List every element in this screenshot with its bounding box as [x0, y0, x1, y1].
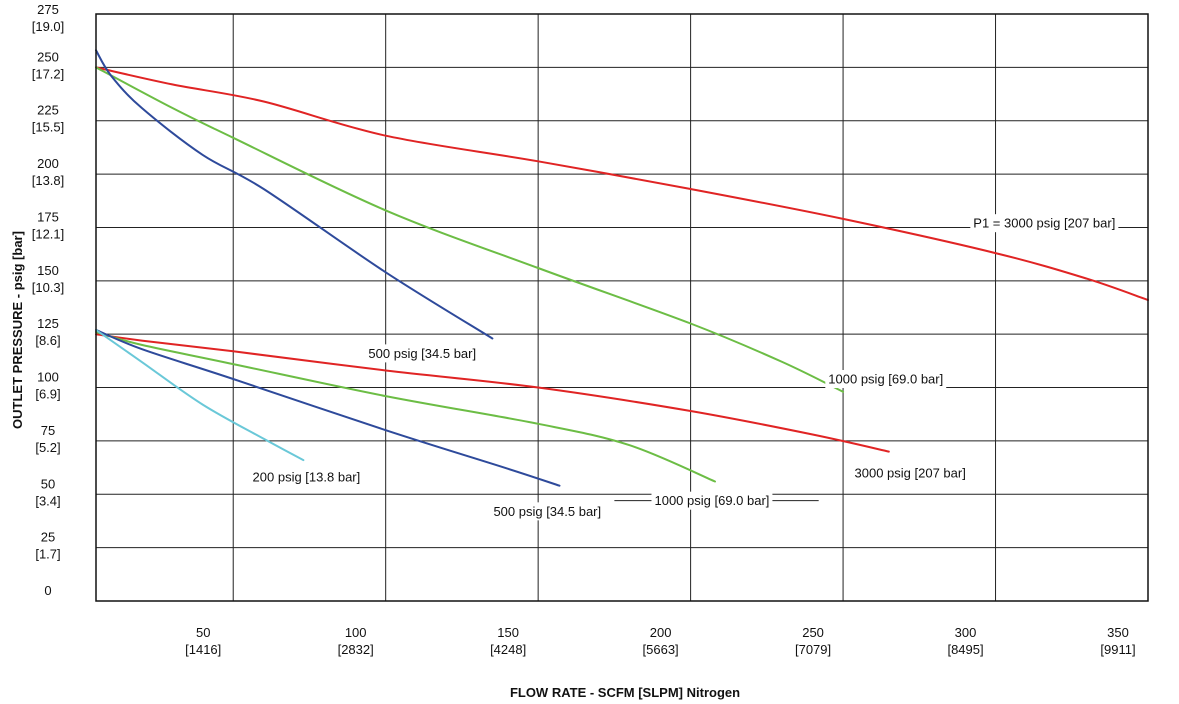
- y-tick-sublabel: [15.5]: [32, 120, 65, 135]
- series-line: [95, 328, 561, 487]
- x-tick-label: 50: [196, 625, 210, 640]
- x-tick-label: 150: [497, 625, 519, 640]
- series-line: [95, 66, 1149, 301]
- y-tick-label: 50: [41, 476, 55, 491]
- y-tick-sublabel: [1.7]: [35, 547, 60, 562]
- plot-frame: [95, 13, 1149, 602]
- y-tick-sublabel: [8.6]: [35, 333, 60, 348]
- tick-labels: 0 25 [1.7] 50 [3.4] 75 [5.2] 100 [6.9] 125 [8.6] 15…: [32, 2, 1136, 657]
- y-tick-sublabel: [3.4]: [35, 493, 60, 508]
- x-tick-sublabel: [7079]: [795, 642, 831, 657]
- x-tick-sublabel: [1416]: [185, 642, 221, 657]
- y-tick-sublabel: [13.8]: [32, 173, 65, 188]
- x-tick-sublabel: [4248]: [490, 642, 526, 657]
- x-tick-label: 300: [955, 625, 977, 640]
- y-tick-sublabel: [6.9]: [35, 387, 60, 402]
- y-tick-label: 125: [37, 316, 59, 331]
- y-tick-sublabel: [12.1]: [32, 226, 65, 241]
- curve-label: 3000 psig [207 bar]: [855, 465, 966, 480]
- x-tick-label: 200: [650, 625, 672, 640]
- curve-label-bg: [249, 468, 364, 487]
- curve-label: P1 = 3000 psig [207 bar]: [973, 216, 1115, 231]
- grid-lines: [96, 14, 1148, 601]
- curve-label-bg: [365, 344, 480, 363]
- x-tick-label: 100: [345, 625, 367, 640]
- curve-label: 200 psig [13.8 bar]: [253, 470, 361, 485]
- y-tick-sublabel: [5.2]: [35, 440, 60, 455]
- series-line: [95, 49, 494, 340]
- y-tick-label: 250: [37, 49, 59, 64]
- x-axis-title: FLOW RATE - SCFM [SLPM] Nitrogen: [510, 685, 740, 700]
- y-tick-label: 150: [37, 263, 59, 278]
- series-line: [95, 66, 845, 393]
- y-tick-label: 200: [37, 156, 59, 171]
- y-tick-sublabel: [10.3]: [32, 280, 65, 295]
- curve-label: 1000 psig [69.0 bar]: [654, 493, 769, 508]
- series-lines: [95, 49, 1149, 487]
- y-tick-label: 225: [37, 103, 59, 118]
- y-tick-label: 0: [44, 583, 51, 598]
- y-tick-label: 175: [37, 209, 59, 224]
- series-line: [95, 331, 716, 483]
- x-tick-label: 350: [1107, 625, 1129, 640]
- x-tick-sublabel: [2832]: [338, 642, 374, 657]
- x-tick-sublabel: [8495]: [947, 642, 983, 657]
- y-tick-label: 100: [37, 370, 59, 385]
- x-tick-label: 250: [802, 625, 824, 640]
- y-tick-sublabel: [17.2]: [32, 66, 65, 81]
- curve-label-bg: [490, 502, 605, 521]
- curve-label-bg: [970, 214, 1119, 233]
- curve-annotations: P1 = 3000 psig [207 bar] 1000 psig [69.0 …: [249, 214, 1119, 521]
- x-tick-sublabel: [5663]: [643, 642, 679, 657]
- x-tick-sublabel: [9911]: [1100, 642, 1135, 657]
- curve-label: 1000 psig [69.0 bar]: [828, 372, 943, 387]
- series-line: [95, 333, 890, 453]
- series-line: [95, 328, 305, 462]
- curve-label-bg: [851, 463, 969, 482]
- curve-label-bg: [651, 491, 773, 510]
- curve-label-bg: [825, 370, 947, 389]
- y-tick-label: 25: [41, 530, 55, 545]
- curve-label: 500 psig [34.5 bar]: [368, 346, 476, 361]
- y-axis-title: OUTLET PRESSURE - psig [bar]: [10, 231, 25, 429]
- curve-label: 500 psig [34.5 bar]: [493, 504, 601, 519]
- y-tick-label: 275: [37, 2, 59, 17]
- y-tick-sublabel: [19.0]: [32, 19, 65, 34]
- y-tick-label: 75: [41, 423, 55, 438]
